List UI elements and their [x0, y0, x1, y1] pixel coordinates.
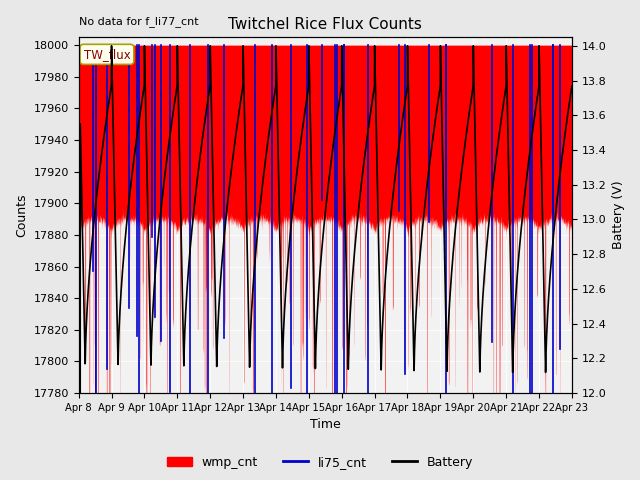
Text: No data for f_li77_cnt: No data for f_li77_cnt	[79, 16, 198, 27]
Y-axis label: Counts: Counts	[15, 193, 28, 237]
Y-axis label: Battery (V): Battery (V)	[612, 181, 625, 250]
Text: TW_flux: TW_flux	[84, 48, 131, 61]
Title: Twitchel Rice Flux Counts: Twitchel Rice Flux Counts	[228, 17, 422, 32]
Legend: wmp_cnt, li75_cnt, Battery: wmp_cnt, li75_cnt, Battery	[162, 451, 478, 474]
X-axis label: Time: Time	[310, 419, 340, 432]
